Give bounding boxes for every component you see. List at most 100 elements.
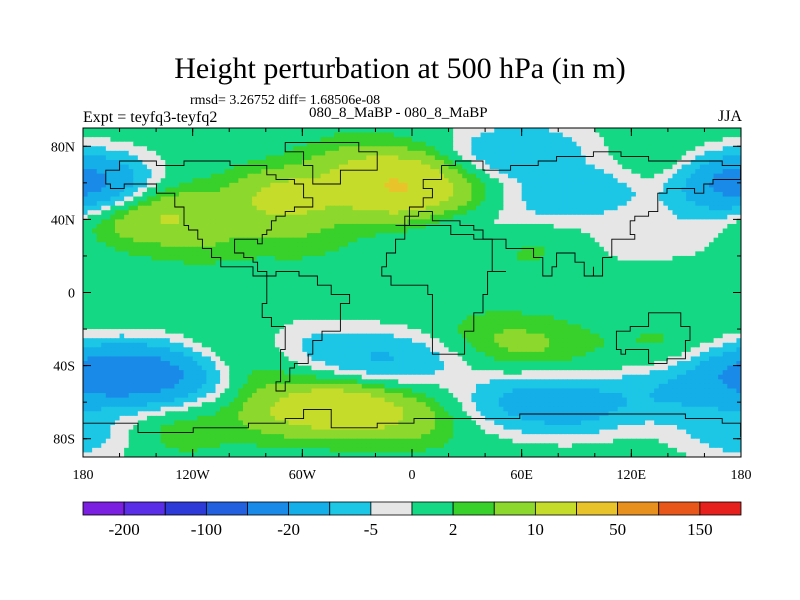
field-cell (174, 242, 180, 248)
field-cell (192, 159, 198, 166)
field-cell (466, 278, 473, 284)
field-cell (114, 137, 121, 143)
field-cell (274, 187, 281, 193)
field-cell (475, 159, 482, 166)
field-cell (631, 260, 637, 266)
field-cell (133, 150, 139, 157)
field-cell (571, 228, 578, 234)
field-cell (626, 159, 632, 166)
field-cell (142, 214, 148, 220)
field-cell (498, 146, 504, 152)
field-cell (439, 219, 445, 225)
field-cell (658, 265, 664, 271)
field-cell (695, 159, 701, 166)
field-cell (361, 155, 367, 161)
field-cell (119, 255, 125, 262)
field-cell (197, 283, 203, 289)
field-cell (709, 274, 715, 280)
field-cell (169, 278, 175, 284)
field-cell (316, 137, 322, 143)
field-cell (357, 214, 363, 220)
field-cell (151, 214, 157, 220)
field-cell (197, 182, 203, 189)
field-cell (293, 228, 299, 234)
field-cell (87, 237, 93, 243)
field-cell (247, 187, 253, 193)
field-cell (448, 137, 454, 143)
field-cell (699, 242, 706, 248)
field-cell (279, 210, 285, 216)
field-cell (124, 201, 130, 207)
field-cell (87, 196, 93, 202)
field-cell (443, 146, 450, 152)
field-cell (338, 233, 345, 239)
field-cell (165, 255, 171, 262)
field-cell (334, 260, 340, 266)
field-cell (690, 269, 696, 275)
field-cell (370, 255, 377, 262)
field-cell (284, 141, 290, 147)
field-cell (156, 205, 162, 211)
field-cell (110, 205, 116, 211)
field-cell (530, 155, 536, 161)
field-cell (370, 223, 377, 230)
field-cell (421, 214, 427, 220)
field-cell (416, 228, 422, 234)
field-cell (343, 173, 349, 179)
field-cell (718, 269, 724, 275)
field-cell (357, 274, 363, 280)
field-cell (412, 173, 418, 179)
field-cell (348, 128, 354, 134)
field-cell (206, 187, 212, 193)
field-cell (585, 155, 591, 161)
field-cell (576, 274, 582, 280)
field-cell (558, 278, 564, 284)
field-cell (412, 169, 418, 175)
field-cell (453, 128, 459, 134)
field-cell (562, 164, 568, 170)
field-cell (169, 223, 175, 230)
field-cell (247, 137, 253, 143)
field-cell (585, 223, 591, 230)
field-cell (197, 274, 203, 280)
field-cell (585, 269, 591, 275)
field-cell (567, 128, 573, 134)
field-cell (137, 169, 144, 175)
field-cell (265, 283, 271, 289)
field-cell (571, 251, 578, 257)
field-cell (380, 214, 386, 220)
field-cell (503, 214, 509, 220)
field-cell (220, 128, 226, 134)
field-cell (613, 265, 619, 271)
field-cell (512, 150, 518, 157)
field-cell (434, 196, 441, 202)
field-cell (599, 205, 605, 211)
field-cell (334, 246, 340, 252)
field-cell (594, 242, 600, 248)
field-cell (498, 246, 504, 252)
field-cell (736, 196, 741, 202)
field-cell (699, 137, 706, 143)
field-cell (124, 219, 130, 225)
field-cell (114, 255, 121, 262)
field-cell (297, 155, 303, 161)
field-cell (375, 228, 381, 234)
field-cell (512, 182, 518, 189)
field-cell (571, 182, 578, 189)
field-cell (622, 205, 628, 211)
field-cell (722, 214, 728, 220)
field-cell (128, 201, 134, 207)
field-cell (265, 242, 271, 248)
field-cell (352, 205, 358, 211)
field-cell (124, 237, 130, 243)
field-cell (160, 210, 166, 216)
field-cell (366, 164, 372, 170)
field-cell (210, 191, 217, 198)
field-cell (466, 146, 473, 152)
field-cell (160, 251, 166, 257)
field-cell (210, 242, 217, 248)
field-cell (297, 210, 303, 216)
field-cell (224, 255, 230, 262)
field-cell (201, 228, 207, 234)
field-cell (110, 150, 116, 157)
